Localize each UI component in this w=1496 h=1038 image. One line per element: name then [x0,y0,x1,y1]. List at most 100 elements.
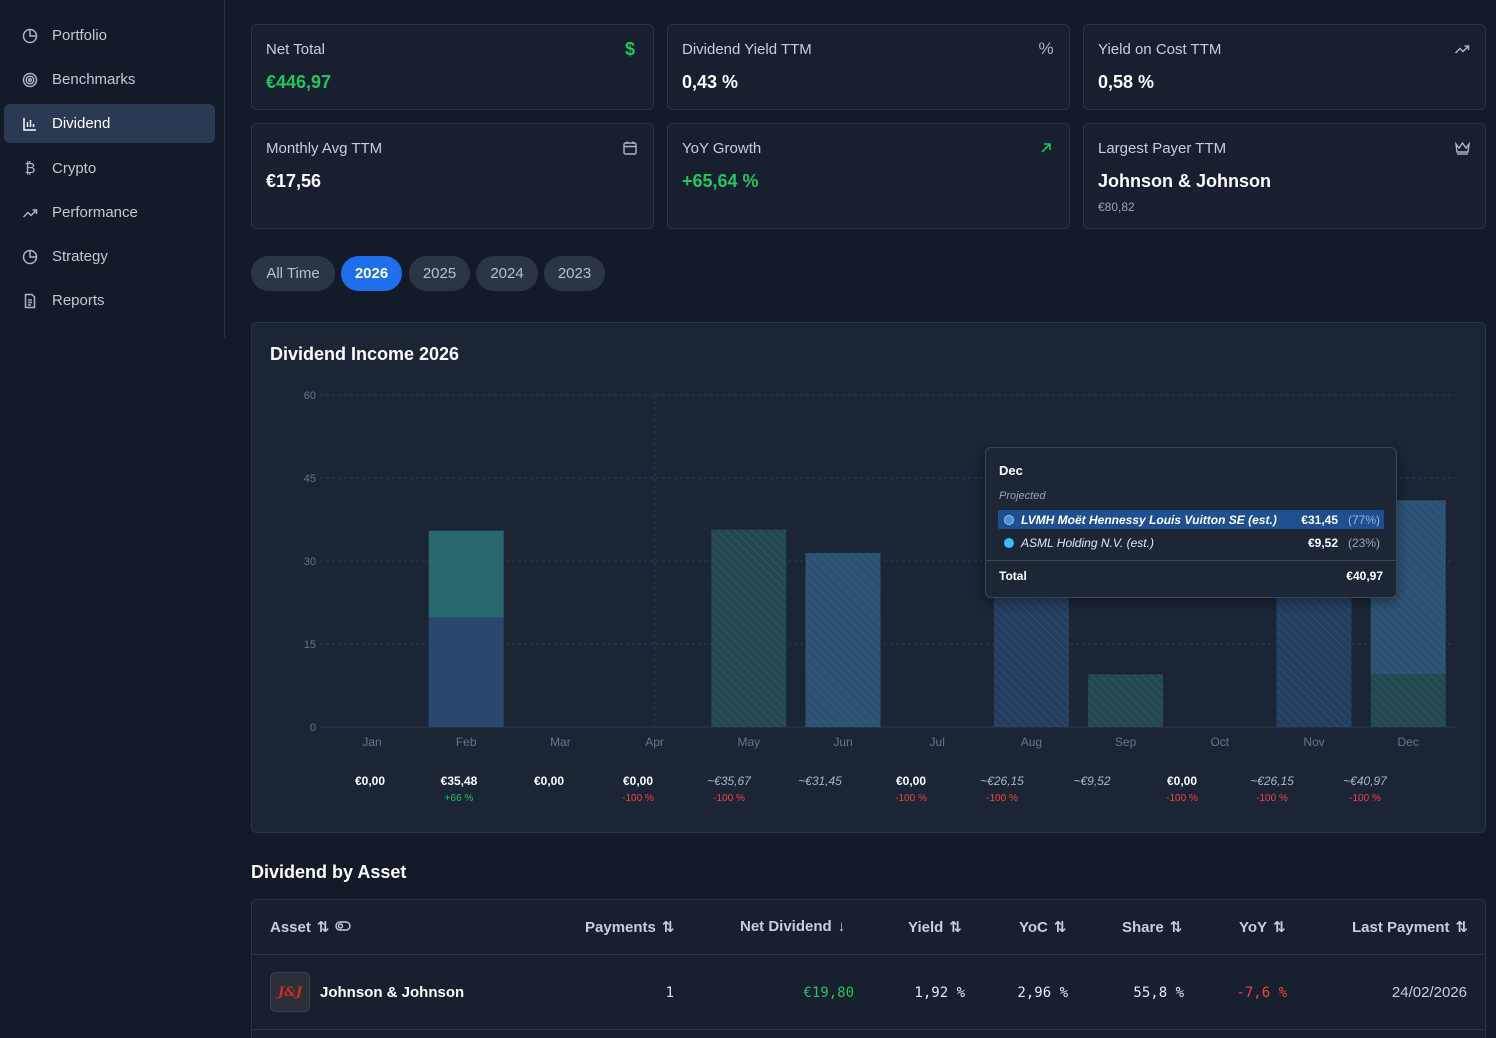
header-net-dividend[interactable]: Net Dividend ↓ [740,918,845,935]
period-2024[interactable]: 2024 [476,256,538,291]
chart-tooltip: Dec Projected LVMH Moët Hennessy Louis V… [985,447,1397,598]
header-label: YoC [1019,918,1048,936]
sidebar-item-crypto[interactable]: ₿ Crypto [4,149,215,188]
calendar-icon [621,139,639,157]
legend-dot [1004,515,1014,525]
sort-icon: ⇅ [661,919,675,936]
sidebar-item-label: Portfolio [52,27,108,44]
stat-label: Dividend Yield TTM [682,41,812,58]
tooltip-total-value: €40,97 [1346,569,1383,583]
sort-icon: ⇅ [1169,919,1183,936]
header-label: Asset [270,918,311,936]
header-label: Net Dividend [740,918,832,935]
sidebar-item-label: Dividend [52,115,111,132]
sidebar-item-portfolio[interactable]: Portfolio [4,16,215,55]
trend-up-icon [1453,40,1471,58]
crown-icon [1453,139,1471,157]
header-share[interactable]: Share ⇅ [1122,918,1183,937]
sort-desc-icon: ↓ [837,918,846,935]
stat-card-yield-on-cost: Yield on Cost TTM 0,58 % [1083,24,1486,110]
net-dividend: €19,80 [803,985,854,1001]
stat-card-largest-payer: Largest Payer TTM Johnson & Johnson €80,… [1083,123,1486,229]
yield-value: 1,92 % [914,985,965,1001]
header-label: Payments [585,918,656,936]
header-label: Share [1122,918,1164,936]
share-value: 55,8 % [1133,985,1184,1001]
section-title: Dividend by Asset [251,862,407,882]
period-2023[interactable]: 2023 [544,256,605,291]
yoc-value: 2,96 % [1017,985,1068,1001]
target-icon [18,68,42,92]
bitcoin-icon: ₿ [24,160,36,177]
pie-chart-icon [18,24,42,48]
stat-card-yoy-growth: YoY Growth +65,64 % [667,123,1070,229]
percent-icon: % [1038,39,1054,58]
header-yield[interactable]: Yield ⇅ [908,918,962,937]
header-payments[interactable]: Payments ⇅ [585,918,675,937]
sidebar-item-label: Crypto [52,160,97,177]
table-row[interactable]: J&J Johnson & Johnson 1 €19,80 1,92 % 2,… [252,954,1485,1030]
header-asset[interactable]: Asset ⇅ [270,918,352,936]
tooltip-series-value: €31,45 [1301,513,1338,527]
header-label: Last Payment [1352,918,1450,936]
jnj-logo: J&J [277,984,303,1000]
dividend-by-asset-table: Asset ⇅ Payments ⇅ Net Dividend ↓ Yield … [251,899,1486,1038]
sidebar-item-benchmarks[interactable]: Benchmarks [4,60,215,99]
stat-label: YoY Growth [682,140,762,157]
tooltip-subtitle: Projected [999,490,1046,502]
header-last-payment[interactable]: Last Payment ⇅ [1352,918,1469,937]
stat-card-dividend-yield: Dividend Yield TTM % 0,43 % [667,24,1070,110]
tooltip-series-name: ASML Holding N.V. (est.) [1021,536,1154,550]
sort-icon: ⇅ [316,919,330,936]
tooltip-month: Dec [999,463,1023,478]
period-all-time[interactable]: All Time [251,256,335,291]
stat-value: €446,97 [266,72,332,92]
last-payment-date: 24/02/2026 [1391,984,1467,1001]
stat-value: Johnson & Johnson [1098,171,1271,191]
sidebar-item-label: Strategy [52,248,108,265]
asset-logo: J&J [270,972,310,1012]
pie-chart-icon [18,245,42,269]
document-icon [18,289,42,313]
header-yoc[interactable]: YoC ⇅ [1019,918,1066,937]
sidebar-item-label: Benchmarks [52,71,136,88]
tooltip-series-value: €9,52 [1307,536,1338,550]
chart-title: Dividend Income 2026 [270,344,460,364]
stat-label: Yield on Cost TTM [1098,41,1222,58]
period-2025[interactable]: 2025 [409,256,470,291]
header-label: Yield [908,918,944,936]
sidebar-item-strategy[interactable]: Strategy [4,237,215,276]
stat-label: Net Total [266,41,325,58]
stat-value: €17,56 [266,171,322,191]
stat-value: 0,43 % [682,72,739,92]
sidebar-item-performance[interactable]: Performance [4,193,215,232]
sidebar-item-reports[interactable]: Reports [4,281,215,320]
stat-sub: €80,82 [1098,200,1135,214]
sidebar: Portfolio Benchmarks Dividend ₿ Crypto P… [0,0,225,338]
tooltip-row: ASML Holding N.V. (est.) €9,52 (23%) [998,533,1384,552]
dollar-icon: $ [624,38,635,59]
tooltip-series-pct: (23%) [1347,536,1380,550]
stat-card-net-total: Net Total $ €446,97 [251,24,654,110]
tooltip-total-label: Total [999,569,1027,583]
tooltip-series-name: LVMH Moët Hennessy Louis Vuitton SE (est… [1021,513,1277,527]
stat-label: Monthly Avg TTM [266,140,383,157]
arrow-up-right-icon [1037,139,1055,157]
period-2026[interactable]: 2026 [341,256,402,291]
sort-icon: ⇅ [1273,919,1286,936]
payments-count: 1 [665,985,674,1001]
trend-icon [18,201,42,225]
toggle-icon[interactable] [335,919,352,936]
stat-value: +65,64 % [682,171,759,191]
sidebar-item-dividend[interactable]: Dividend [4,104,215,143]
header-label: YoY [1239,918,1268,936]
legend-dot [1004,538,1014,548]
asset-name: Johnson & Johnson [320,984,465,1001]
sidebar-item-label: Performance [52,204,138,221]
yoy-value: -7,6 % [1236,985,1287,1001]
sort-icon: ⇅ [1455,919,1469,936]
stat-label: Largest Payer TTM [1098,140,1227,157]
header-yoy[interactable]: YoY ⇅ [1239,918,1286,937]
stat-card-monthly-avg: Monthly Avg TTM €17,56 [251,123,654,229]
sort-icon: ⇅ [949,919,962,936]
